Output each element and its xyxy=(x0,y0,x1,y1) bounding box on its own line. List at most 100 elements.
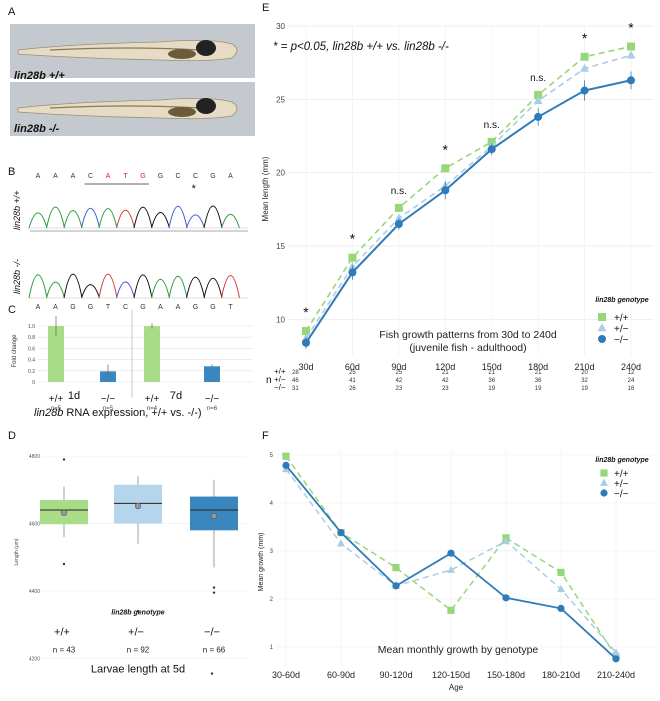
base-bottom-5: C xyxy=(123,304,128,311)
significance-mark: n.s. xyxy=(484,120,500,131)
trace-top-peak-0 xyxy=(28,212,48,229)
trace-top-peak-7 xyxy=(151,211,170,229)
trace-bottom-peak-8 xyxy=(168,276,188,299)
n-label: n = 92 xyxy=(127,646,150,655)
panel-c-caption-rest: RNA expression, +/+ vs. -/-) xyxy=(63,407,202,419)
significance-mark: * xyxy=(443,141,449,157)
data-point xyxy=(441,186,450,195)
y-tick-label: 20 xyxy=(276,169,285,178)
panel-c-caption: lin28b RNA expression, +/+ vs. -/-) xyxy=(34,407,202,419)
legend-title: lin28b genotype xyxy=(595,297,648,304)
y-tick-label: 4800 xyxy=(29,454,40,460)
y-tick-label: 0.6 xyxy=(28,346,35,352)
trace-top-peak-11 xyxy=(221,213,240,229)
data-point xyxy=(557,568,565,576)
significance-mark: n.s. xyxy=(530,73,546,84)
data-point xyxy=(533,96,543,104)
series-line xyxy=(305,45,632,332)
genotype-label: +/− xyxy=(128,626,144,638)
trace-bottom-peak-10 xyxy=(203,277,223,299)
n-table-count: 19 xyxy=(581,386,588,392)
x-tick-label: 150d xyxy=(482,362,502,372)
genotype-label: +/+ xyxy=(49,394,64,405)
data-point xyxy=(502,594,510,602)
significance-mark: * xyxy=(350,231,356,247)
y-axis-label: Length (μm) xyxy=(14,538,20,565)
x-tick-label: 240d xyxy=(621,362,641,372)
trace-top-peak-2 xyxy=(63,210,83,229)
monthly-growth-line-chart: 1 2 3 4 5 30-60d 60-90d 90-120d 120-150d 150-180d… xyxy=(258,450,656,692)
day-label-1: 1d xyxy=(68,390,80,402)
panel-letter-e: E xyxy=(262,2,270,14)
panel-c-caption-gene: lin28b xyxy=(34,407,64,419)
base-top-2: A xyxy=(71,173,76,180)
trace-bottom-peak-3 xyxy=(81,284,100,299)
x-tick-label: 60-90d xyxy=(327,670,355,680)
data-point xyxy=(580,86,589,95)
base-top-11: A xyxy=(228,173,233,180)
data-point xyxy=(392,564,400,572)
legend-marker xyxy=(598,313,606,321)
label-mutant: lin28b -/- xyxy=(12,259,22,294)
base-bottom-1: A xyxy=(53,304,58,311)
label-wildtype: lin28b +/+ xyxy=(12,190,22,230)
panel-letter-c: C xyxy=(8,304,16,316)
data-point xyxy=(348,268,357,277)
n-table-genotype: +/− xyxy=(274,375,286,384)
x-tick-label: 120-150d xyxy=(432,670,470,680)
n-table-count: 41 xyxy=(349,378,356,384)
n-table-count: 24 xyxy=(628,378,635,384)
legend-label: +/+ xyxy=(614,313,629,324)
x-tick-label: 60d xyxy=(345,362,360,372)
n-table-count: 42 xyxy=(442,378,449,384)
rna-expression-chart: Fold change00.20.40.60.81.0+/+n=5−/−n=5+… xyxy=(12,310,253,412)
legend-label: +/+ xyxy=(614,469,629,480)
y-tick-label: 5 xyxy=(270,453,274,459)
y-tick-label: 10 xyxy=(276,315,285,324)
mean-point xyxy=(210,513,218,520)
legend-label: −/− xyxy=(614,335,629,346)
base-top-10: G xyxy=(210,173,215,180)
base-top-9: C xyxy=(193,173,198,180)
base-bottom-6: G xyxy=(140,304,145,311)
base-bottom-4: T xyxy=(106,304,111,311)
caption: Larvae length at 5d xyxy=(91,664,185,676)
n-table-count: 12 xyxy=(628,370,635,376)
legend-marker xyxy=(600,478,608,486)
trace-bottom-peak-5 xyxy=(116,281,135,299)
data-point xyxy=(502,536,510,545)
genotype-label: +/+ xyxy=(145,394,160,405)
base-top-1: A xyxy=(53,173,58,180)
base-top-4: A xyxy=(106,173,111,180)
y-tick-label: 1 xyxy=(270,645,274,651)
n-table-count: 16 xyxy=(628,386,635,392)
data-point xyxy=(394,203,403,212)
outlier-point xyxy=(62,562,66,566)
n-label: n=6 xyxy=(207,406,218,412)
data-point xyxy=(302,327,310,336)
legend-label: +/− xyxy=(614,324,629,335)
n-table-count: 26 xyxy=(349,386,356,392)
fish-label-wildtype: lin28b +/+ xyxy=(14,70,65,82)
panel-letter-f: F xyxy=(262,430,269,442)
y-tick-label: 4400 xyxy=(29,589,40,595)
outlier-point xyxy=(62,458,66,461)
n-table-count: 25 xyxy=(349,370,356,376)
outlier-point xyxy=(136,610,140,613)
trace-bottom-peak-4 xyxy=(98,273,118,299)
n-label: n=4 xyxy=(147,406,158,412)
base-top-7: G xyxy=(158,173,163,180)
legend-marker xyxy=(597,323,607,332)
data-point xyxy=(626,50,636,59)
x-tick-label: 120d xyxy=(435,362,455,372)
data-point xyxy=(302,338,310,347)
significance-mark: * xyxy=(303,304,309,320)
genotype-label: −/− xyxy=(204,626,220,638)
n-table-count: 21 xyxy=(535,370,542,376)
n-table-count: 20 xyxy=(581,370,588,376)
base-bottom-11: T xyxy=(228,304,233,311)
base-bottom-3: G xyxy=(88,304,93,311)
legend-marker xyxy=(598,335,606,343)
trace-top-peak-10 xyxy=(203,205,223,229)
base-top-3: C xyxy=(88,173,93,180)
